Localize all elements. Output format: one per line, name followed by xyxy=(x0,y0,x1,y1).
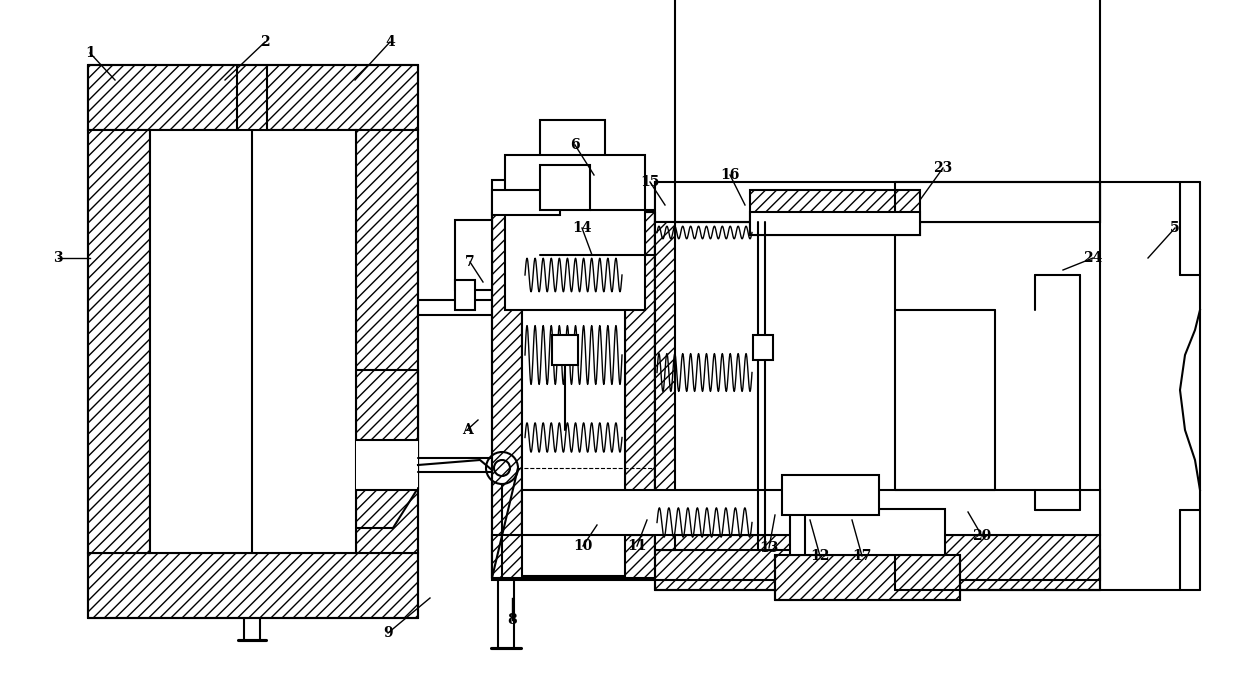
Text: 9: 9 xyxy=(383,626,393,640)
Polygon shape xyxy=(455,280,475,310)
Polygon shape xyxy=(790,509,945,555)
Polygon shape xyxy=(492,190,560,215)
Polygon shape xyxy=(655,182,1100,222)
Polygon shape xyxy=(522,490,1100,535)
Polygon shape xyxy=(656,0,897,221)
Polygon shape xyxy=(750,212,920,235)
Text: 20: 20 xyxy=(972,529,992,543)
Text: 13: 13 xyxy=(759,541,779,555)
Text: 10: 10 xyxy=(573,539,593,553)
Polygon shape xyxy=(492,180,560,210)
Polygon shape xyxy=(356,130,418,553)
Text: 6: 6 xyxy=(570,138,580,152)
Text: 24: 24 xyxy=(1084,251,1102,265)
Polygon shape xyxy=(356,370,418,528)
Polygon shape xyxy=(492,535,1100,580)
Text: 3: 3 xyxy=(53,251,63,265)
Polygon shape xyxy=(356,440,418,490)
Text: 14: 14 xyxy=(572,221,591,235)
Polygon shape xyxy=(655,222,675,550)
Text: 16: 16 xyxy=(720,168,740,182)
Polygon shape xyxy=(775,555,960,600)
Text: 11: 11 xyxy=(627,539,647,553)
Text: 7: 7 xyxy=(465,255,475,269)
Text: 8: 8 xyxy=(507,613,517,627)
Polygon shape xyxy=(552,335,578,365)
Text: 2: 2 xyxy=(260,35,270,49)
Text: 4: 4 xyxy=(386,35,394,49)
Polygon shape xyxy=(753,335,773,360)
Polygon shape xyxy=(88,130,150,553)
Text: 17: 17 xyxy=(852,549,872,563)
Polygon shape xyxy=(625,212,655,578)
Polygon shape xyxy=(655,550,1100,590)
Text: 5: 5 xyxy=(1171,221,1179,235)
Polygon shape xyxy=(782,475,879,515)
Polygon shape xyxy=(539,165,590,210)
Text: 1: 1 xyxy=(86,46,95,60)
Polygon shape xyxy=(455,220,492,290)
Polygon shape xyxy=(750,190,920,235)
Text: 23: 23 xyxy=(934,161,952,175)
Polygon shape xyxy=(505,155,645,310)
Polygon shape xyxy=(539,120,605,165)
Polygon shape xyxy=(150,130,356,553)
Text: 12: 12 xyxy=(810,549,830,563)
Polygon shape xyxy=(492,212,522,578)
Text: A: A xyxy=(461,423,472,437)
Polygon shape xyxy=(88,65,418,158)
Polygon shape xyxy=(88,553,418,618)
Polygon shape xyxy=(675,0,1100,222)
Text: 15: 15 xyxy=(640,175,660,189)
Polygon shape xyxy=(522,214,625,576)
